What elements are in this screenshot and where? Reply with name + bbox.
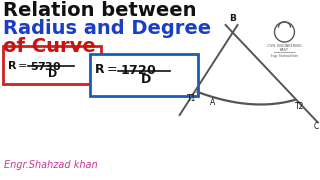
Text: $\mathbf{D}$: $\mathbf{D}$: [140, 73, 151, 86]
Text: CIVIL ENGINEERING: CIVIL ENGINEERING: [267, 44, 302, 48]
Text: of Curve: of Curve: [3, 37, 96, 56]
Text: C: C: [313, 122, 319, 131]
Bar: [3, 46, 101, 84]
Text: EASY: EASY: [280, 48, 289, 52]
Text: Relation between: Relation between: [3, 1, 196, 20]
Bar: [90, 54, 198, 96]
Text: $\mathbf{5730}$: $\mathbf{5730}$: [30, 60, 62, 72]
Text: Radius and Degree: Radius and Degree: [3, 19, 211, 38]
Text: T1: T1: [187, 94, 196, 103]
Text: $\mathbf{R}=$: $\mathbf{R}=$: [7, 59, 28, 71]
Text: $\mathbf{1720}$: $\mathbf{1720}$: [120, 64, 156, 77]
Text: T2: T2: [295, 102, 305, 111]
Text: A: A: [210, 98, 215, 107]
Text: $\mathbf{D}$: $\mathbf{D}$: [47, 67, 58, 79]
Text: B: B: [229, 14, 236, 23]
Text: Engr.Shahzad khan: Engr.Shahzad khan: [4, 160, 98, 170]
Text: ─────────────: ─────────────: [274, 51, 295, 55]
Text: $\mathbf{R}=$: $\mathbf{R}=$: [94, 63, 117, 76]
Text: Engr. Shahzad khan: Engr. Shahzad khan: [271, 54, 298, 58]
